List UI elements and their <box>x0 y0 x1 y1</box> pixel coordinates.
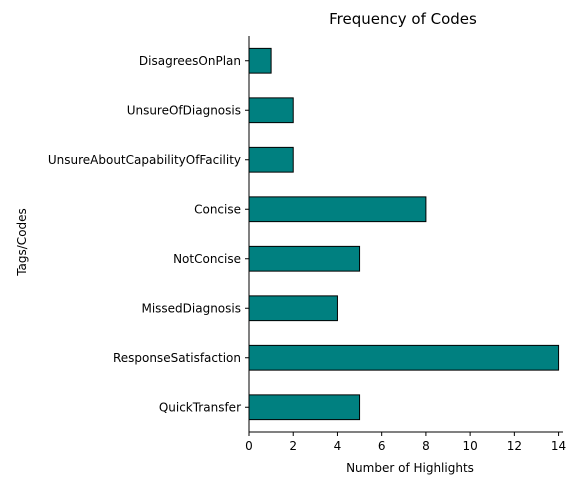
bar-UnsureAboutCapabilityOfFacility <box>248 146 294 173</box>
bar-ResponseSatisfaction <box>248 344 560 371</box>
bars-group <box>248 47 560 421</box>
category-labels: DisagreesOnPlan UnsureOfDiagnosis UnsureAb… <box>48 54 249 414</box>
category-label-NotConcise: NotConcise <box>173 252 241 266</box>
bar-QuickTransfer <box>248 394 361 421</box>
x-tick-label-14: 14 <box>551 439 566 453</box>
chart-title: Frequency of Codes <box>329 10 477 28</box>
bar-Concise <box>248 196 427 223</box>
x-tick-label-10: 10 <box>462 439 477 453</box>
category-label-Concise: Concise <box>194 202 241 216</box>
category-label-QuickTransfer: QuickTransfer <box>159 400 241 414</box>
x-ticks: 0 2 4 6 8 10 12 14 <box>245 432 566 453</box>
category-label-MissedDiagnosis: MissedDiagnosis <box>141 301 241 315</box>
category-label-DisagreesOnPlan: DisagreesOnPlan <box>139 54 241 68</box>
category-label-ResponseSatisfaction: ResponseSatisfaction <box>113 351 241 365</box>
x-tick-label-12: 12 <box>507 439 522 453</box>
bar-UnsureOfDiagnosis <box>248 97 294 124</box>
y-axis-label: Tags/Codes <box>15 208 29 277</box>
bar-NotConcise <box>248 245 361 272</box>
bar-MissedDiagnosis <box>248 295 338 322</box>
category-label-UnsureOfDiagnosis: UnsureOfDiagnosis <box>127 103 241 117</box>
category-label-UnsureAboutCapabilityOfFacility: UnsureAboutCapabilityOfFacility <box>48 153 241 167</box>
x-tick-label-6: 6 <box>378 439 386 453</box>
x-tick-label-8: 8 <box>422 439 430 453</box>
x-tick-label-0: 0 <box>245 439 253 453</box>
x-tick-label-2: 2 <box>289 439 297 453</box>
bar-DisagreesOnPlan <box>248 47 272 74</box>
x-axis-label: Number of Highlights <box>346 461 474 475</box>
x-tick-label-4: 4 <box>334 439 342 453</box>
